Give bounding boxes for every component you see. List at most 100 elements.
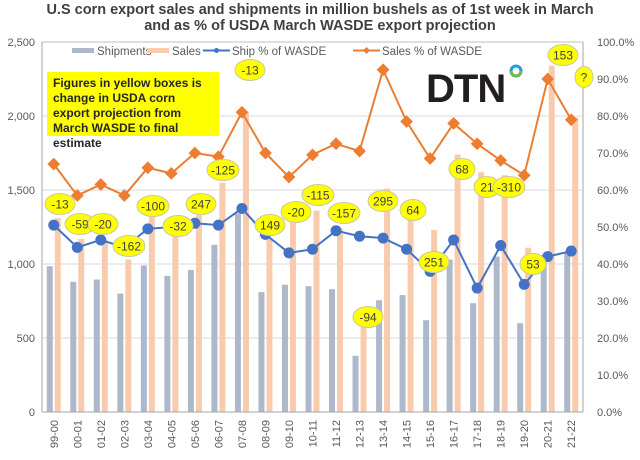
y2-tick-label: 60.0% (597, 185, 628, 197)
bar-sales (125, 259, 132, 412)
y-tick-label: 0 (29, 407, 35, 419)
annotation-bubble: -20 (87, 213, 119, 235)
annotation-bubble: -125 (206, 159, 240, 181)
annotation-bubble: 247 (185, 193, 217, 215)
x-tick-label: 11-12 (331, 420, 343, 447)
bar-sales (501, 175, 508, 412)
annotation-bubbles: -13-59 -20-162-100-32247-125-13149-20-115… (44, 44, 594, 328)
annotation-bubble-label: -94 (359, 311, 377, 325)
x-tick-label: 19-20 (519, 420, 531, 448)
y2-tick-label: 100.0% (597, 37, 635, 49)
annotation-bubble-shape (547, 44, 579, 66)
point-ship-pct (354, 230, 366, 242)
x-tick-label: 01-02 (96, 420, 108, 448)
annotation-bubble-label: -162 (117, 240, 141, 254)
annotation-bubble-shape (206, 159, 240, 181)
bar-sales (195, 215, 202, 412)
point-ship-pct (448, 234, 460, 246)
bar-shipments (211, 244, 218, 412)
annotation-bubble-shape (352, 306, 384, 328)
dtn-logo-ring-green-icon (509, 70, 523, 78)
point-ship-pct (495, 240, 507, 251)
annotation-bubble-label: 247 (191, 198, 211, 212)
point-sales-pct (47, 157, 61, 171)
annotation-bubble-shape (327, 202, 361, 224)
legend-label-sales: Sales (172, 46, 201, 58)
y-tick-label: 1,500 (7, 185, 35, 197)
bar-shipments (93, 279, 100, 412)
annotation-bubble: -59 (64, 213, 96, 235)
legend-swatch-sales (147, 48, 169, 53)
y2-tick-label: 40.0% (597, 259, 628, 271)
point-ship-pct (330, 225, 342, 237)
annotation-bubble: -157 (327, 202, 361, 224)
x-tick-label: 17-18 (472, 420, 484, 448)
point-sales-pct (117, 189, 131, 202)
bar-sales (407, 200, 414, 412)
bar-sales (172, 235, 179, 412)
annotation-bubble-label: 53 (526, 258, 540, 272)
x-tick-label: 14-15 (402, 420, 414, 448)
bar-sales (360, 326, 367, 412)
legend-marker-ship-pct (214, 48, 219, 53)
point-ship-pct (518, 278, 530, 290)
lines (47, 63, 578, 294)
point-sales-pct (235, 105, 249, 119)
point-ship-pct (307, 243, 318, 255)
point-ship-pct (95, 234, 107, 246)
axes: 0 500 1,000 1,500 2,000 2,500 0.0% 10.0% 20.0% 30… (7, 37, 634, 448)
x-tick-label: 18-19 (496, 420, 508, 448)
bar-sales (525, 247, 532, 412)
bar-shipments (493, 256, 500, 412)
legend-label-sales-pct: Sales % of WASDE (382, 46, 482, 58)
x-tick-label: 16-17 (449, 420, 461, 448)
bar-shipments (46, 266, 53, 412)
annotation-bubble: 64 (399, 199, 427, 221)
annotation-bubble-label: -20 (287, 206, 305, 220)
y2-tick-label: 90.0% (597, 74, 628, 86)
x-tick-label: 00-01 (72, 420, 84, 448)
y-tick-label: 1,000 (7, 259, 35, 271)
bar-shipments (564, 252, 571, 412)
x-tick-label: 21-22 (566, 420, 578, 448)
legend-label-ship-pct: Ship % of WASDE (232, 46, 326, 58)
bar-sales (219, 182, 226, 412)
point-sales-pct (306, 148, 319, 162)
annotation-bubble-label: -157 (332, 207, 356, 221)
point-ship-pct (565, 245, 577, 257)
bar-sales (572, 117, 579, 412)
point-ship-pct (142, 223, 154, 235)
annotation-bubble-label: 68 (455, 163, 469, 177)
annotation-bubble-label: -32 (169, 220, 187, 234)
bar-sales (54, 218, 61, 412)
dtn-logo: DTN (426, 64, 523, 111)
annotation-bubble: 68 (448, 158, 476, 180)
x-tick-label: 04-05 (166, 420, 178, 448)
dtn-logo-text: DTN (426, 67, 505, 111)
point-sales-pct (400, 115, 413, 128)
point-sales-pct (423, 152, 437, 165)
annotation-bubble: -94 (352, 306, 384, 328)
bar-sales (478, 172, 485, 412)
x-tick-label: 03-04 (143, 420, 155, 448)
bar-sales (289, 222, 296, 412)
annotation-bubble: -13 (234, 59, 266, 81)
x-tick-label: 15-16 (425, 420, 437, 448)
bar-sales (431, 229, 438, 412)
annotation-bubble: -32 (162, 215, 194, 237)
x-tick-label: 99-00 (49, 420, 61, 448)
bar-sales (454, 154, 461, 413)
annotation-bubble: 251 (418, 251, 450, 273)
y-tick-label: 500 (17, 333, 35, 345)
bar-shipments (423, 320, 430, 412)
point-ship-pct (48, 219, 60, 231)
y-tick-label: 2,500 (7, 37, 35, 49)
bar-sales (148, 216, 155, 412)
bar-shipments (305, 286, 312, 412)
legend-label-shipments: Shipments (97, 46, 152, 58)
annotation-bubble-shape (185, 193, 217, 215)
bar-shipments (258, 292, 265, 412)
chart-title-line2: and as % of USDA March WASDE export proj… (144, 18, 496, 34)
bar-shipments (517, 323, 524, 412)
